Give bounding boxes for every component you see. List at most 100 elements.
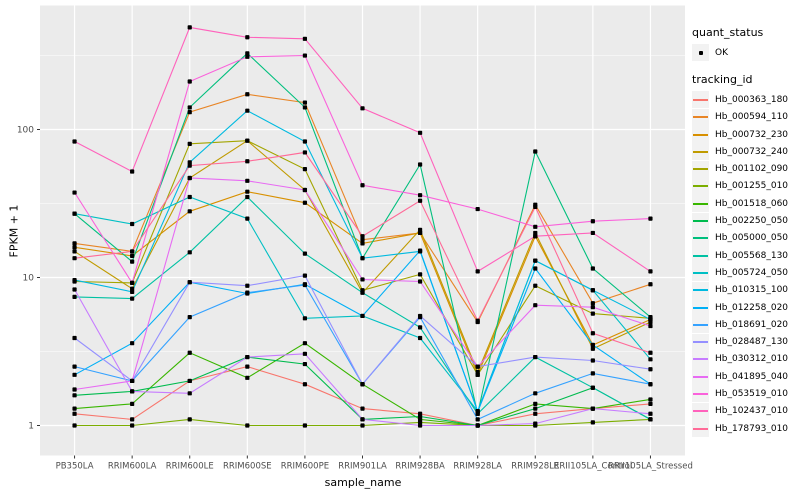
data-point <box>475 417 480 422</box>
legend-key-box <box>692 160 709 178</box>
data-point <box>245 138 250 143</box>
data-point <box>72 393 77 398</box>
data-point <box>245 194 250 200</box>
legend-item-label: Hb_001255_010 <box>715 181 789 192</box>
data-point <box>302 167 308 172</box>
x-tick-label: RRIM901LA <box>338 462 387 472</box>
data-point <box>302 150 308 155</box>
legend-color-line <box>693 133 708 136</box>
data-point <box>245 54 250 59</box>
data-point <box>245 364 250 369</box>
legend-item-Hb_005568_130: Hb_005568_130 <box>692 247 798 265</box>
legend-color-line <box>693 254 708 257</box>
data-point <box>187 391 192 396</box>
data-point <box>417 193 423 198</box>
legend-key-box <box>692 402 709 420</box>
data-point <box>187 315 192 320</box>
data-point <box>533 283 538 288</box>
data-point <box>72 294 77 299</box>
x-tick-label: PB350LA <box>56 462 94 472</box>
data-point <box>72 406 77 411</box>
data-point <box>302 187 308 193</box>
legend-key-box <box>692 195 709 213</box>
data-point <box>417 248 423 253</box>
data-point <box>245 290 250 295</box>
x-tick-label: RRII105LA_Stressed <box>608 462 693 472</box>
legend-color-line <box>693 306 708 309</box>
data-point <box>245 51 250 56</box>
legend-color-line <box>693 116 708 119</box>
data-point <box>360 234 365 239</box>
legend-item-Hb_000594_110: Hb_000594_110 <box>692 108 798 126</box>
legend-item-label: Hb_010315_100 <box>715 285 789 296</box>
data-point <box>187 175 192 181</box>
data-point <box>302 382 308 387</box>
legend-item-Hb_001255_010: Hb_001255_010 <box>692 177 798 195</box>
data-point <box>130 378 135 384</box>
data-point <box>590 219 595 224</box>
data-point <box>72 256 77 261</box>
data-point <box>417 279 423 284</box>
data-point <box>245 216 250 221</box>
data-point <box>72 372 77 377</box>
data-point <box>648 382 653 387</box>
legend-key-box <box>692 108 709 126</box>
data-point <box>302 341 308 346</box>
data-point <box>360 237 365 242</box>
data-point <box>590 358 595 363</box>
legend-item-label: Hb_178793_010 <box>715 423 789 434</box>
legend-item-Hb_001102_090: Hb_001102_090 <box>692 160 798 178</box>
legend-color-line <box>693 392 708 395</box>
legend-item-label: Hb_005000_050 <box>715 233 789 244</box>
legend-key-box <box>692 281 709 299</box>
data-point <box>130 417 135 422</box>
legend-color-line <box>693 168 708 171</box>
data-point <box>302 361 308 367</box>
ok-point-marker <box>698 50 703 55</box>
data-point <box>130 423 135 428</box>
legend-color-line <box>693 271 708 274</box>
legend-item-Hb_102437_010: Hb_102437_010 <box>692 402 798 420</box>
data-point <box>590 311 595 316</box>
data-point <box>130 401 135 406</box>
legend-key-box <box>692 229 709 247</box>
data-point <box>360 382 365 387</box>
data-point <box>475 206 480 212</box>
data-point <box>302 139 308 144</box>
legend-item-label: Hb_018691_020 <box>715 319 789 330</box>
data-point <box>475 269 480 274</box>
data-point <box>72 211 77 216</box>
data-point <box>533 266 538 271</box>
legend-item-Hb_000732_230: Hb_000732_230 <box>692 126 798 144</box>
data-point <box>302 53 308 58</box>
data-point <box>130 249 135 254</box>
data-point <box>360 183 365 188</box>
data-point <box>72 423 77 428</box>
x-tick-label: RRIM600SE <box>223 462 272 472</box>
legend-key-box <box>692 143 709 161</box>
data-point <box>590 288 595 293</box>
data-point <box>245 178 250 183</box>
y-tick-label: 10 <box>23 274 35 284</box>
legend-item-Hb_005000_050: Hb_005000_050 <box>692 229 798 247</box>
data-point <box>302 316 308 321</box>
legend-item-label: Hb_005568_130 <box>715 250 789 261</box>
data-point <box>130 169 135 174</box>
data-point <box>302 200 308 205</box>
legend-key-box <box>692 177 709 195</box>
legend-key-box <box>692 126 709 144</box>
legend-key-box <box>692 333 709 351</box>
data-point <box>533 149 538 154</box>
data-point <box>360 313 365 319</box>
x-tick-label: RRIM600LA <box>108 462 157 472</box>
y-tick-label: 100 <box>17 126 34 136</box>
data-point <box>648 417 653 422</box>
data-point <box>590 342 595 348</box>
y-tick-label: 1 <box>28 422 34 432</box>
data-point <box>590 346 595 351</box>
legend-item-label: Hb_041895_040 <box>715 371 789 382</box>
data-point <box>533 204 538 209</box>
legend-item-Hb_001518_060: Hb_001518_060 <box>692 195 798 213</box>
legend-key-box <box>692 44 709 62</box>
